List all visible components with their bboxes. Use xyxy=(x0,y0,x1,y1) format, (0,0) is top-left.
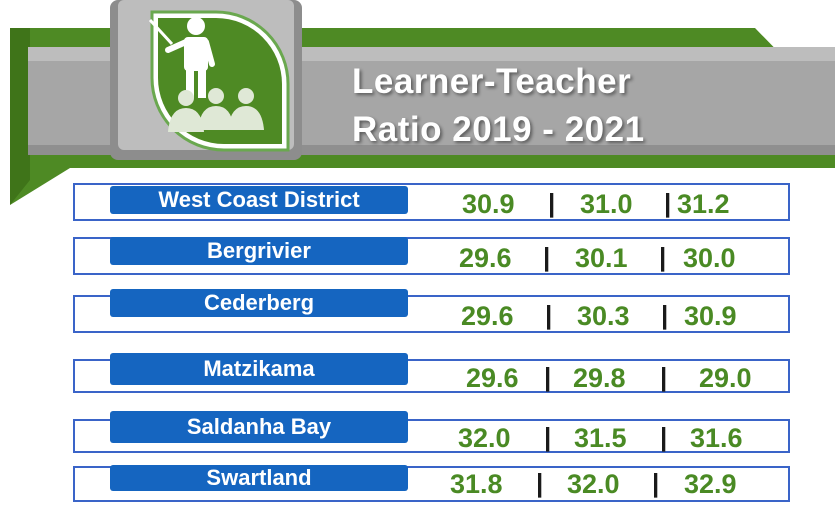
separator: | xyxy=(660,362,668,392)
value-2021: 32.9 xyxy=(684,469,737,499)
value-2020: 30.1 xyxy=(575,243,628,273)
row-label: West Coast District xyxy=(110,186,408,214)
value-2021: 30.0 xyxy=(683,243,736,273)
teacher-presentation-icon xyxy=(148,10,290,152)
row-label: Saldanha Bay xyxy=(110,411,408,443)
separator: | xyxy=(659,242,667,272)
value-2019: 31.8 xyxy=(450,469,503,499)
separator: | xyxy=(544,422,552,452)
row-label: Bergrivier xyxy=(110,237,408,265)
separator: | xyxy=(543,242,551,272)
separator: | xyxy=(664,188,672,218)
value-2021: 30.9 xyxy=(684,301,737,331)
separator: | xyxy=(545,300,553,330)
value-2019: 29.6 xyxy=(466,363,519,393)
value-2019: 32.0 xyxy=(458,423,511,453)
value-2019: 29.6 xyxy=(459,243,512,273)
value-2020: 31.0 xyxy=(580,189,633,219)
separator: | xyxy=(660,422,668,452)
value-2020: 32.0 xyxy=(567,469,620,499)
value-2021: 31.2 xyxy=(677,189,730,219)
value-2019: 29.6 xyxy=(461,301,514,331)
page-title: Learner-Teacher Ratio 2019 - 2021 xyxy=(352,58,822,154)
separator: | xyxy=(652,468,660,498)
row-label: Swartland xyxy=(110,465,408,491)
value-2020: 31.5 xyxy=(574,423,627,453)
value-2020: 30.3 xyxy=(577,301,630,331)
row-label: Cederberg xyxy=(110,289,408,317)
title-line-1: Learner-Teacher xyxy=(352,62,632,101)
title-line-2: Ratio 2019 - 2021 xyxy=(352,110,645,149)
row-label: Matzikama xyxy=(110,353,408,385)
value-2021: 31.6 xyxy=(690,423,743,453)
separator: | xyxy=(544,362,552,392)
separator: | xyxy=(536,468,544,498)
separator: | xyxy=(661,300,669,330)
separator: | xyxy=(548,188,556,218)
value-2020: 29.8 xyxy=(573,363,626,393)
value-2019: 30.9 xyxy=(462,189,515,219)
value-2021: 29.0 xyxy=(699,363,752,393)
header-banner xyxy=(10,0,835,205)
